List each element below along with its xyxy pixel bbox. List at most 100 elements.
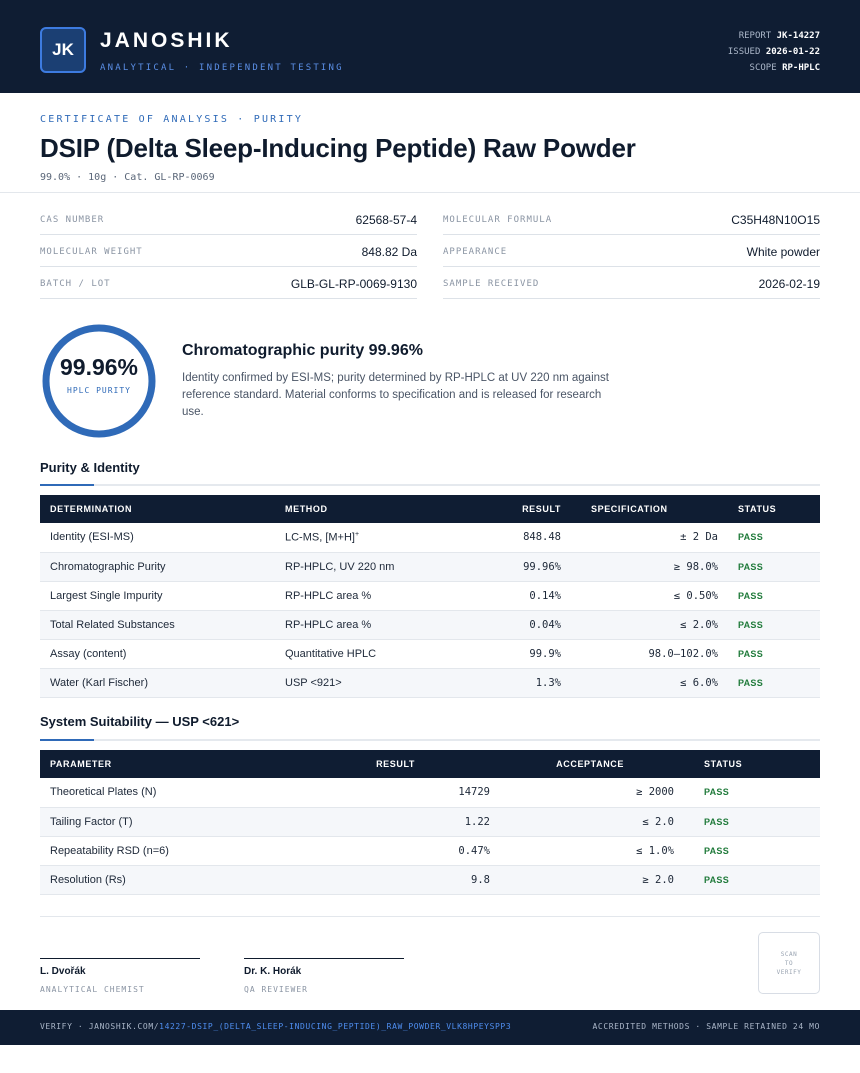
table-row: Repeatability RSD (n=6) 0.47% ≤ 1.0% PAS…	[40, 836, 820, 866]
determination-cell: Identity (ESI-MS)	[40, 523, 275, 553]
acceptance-cell: ≥ 2.0	[500, 865, 684, 895]
signature-analytical-chemist: L. Dvořák ANALYTICAL CHEMIST	[40, 958, 200, 994]
table-header-row: DETERMINATION METHOD RESULT SPECIFICATIO…	[40, 495, 820, 523]
table-header-row: PARAMETER RESULT ACCEPTANCE STATUS	[40, 750, 820, 778]
brand-logo: JK	[40, 27, 86, 73]
method-cell: RP-HPLC area %	[275, 581, 445, 611]
status-badge: PASS	[684, 836, 820, 866]
section-rule	[40, 484, 820, 486]
signature-qa-reviewer: Dr. K. Horák QA REVIEWER	[244, 958, 404, 994]
section-rule-accent	[40, 484, 94, 486]
info-sample-received: SAMPLE RECEIVED 2026-02-19	[443, 267, 820, 299]
status-badge: PASS	[728, 552, 820, 582]
result-cell: 9.8	[340, 865, 500, 895]
result-cell: 848.48	[445, 523, 571, 553]
qr-caption: SCAN TO VERIFY	[777, 950, 802, 977]
product-subtitle: 99.0% · 10g · Cat. GL-RP-0069	[40, 172, 215, 183]
acceptance-cell: ≥ 2000	[500, 778, 684, 808]
acceptance-cell: ≤ 1.0%	[500, 836, 684, 866]
table-row: Total Related Substances RP-HPLC area % …	[40, 610, 820, 640]
parameter-cell: Theoretical Plates (N)	[40, 778, 340, 808]
determination-cell: Chromatographic Purity	[40, 552, 275, 582]
determination-cell: Largest Single Impurity	[40, 581, 275, 611]
parameter-cell: Tailing Factor (T)	[40, 807, 340, 837]
qr-caption-line: VERIFY	[776, 968, 802, 976]
page-title: DSIP (Delta Sleep-Inducing Peptide) Raw …	[40, 133, 636, 163]
spec-cell: ≤ 0.50%	[571, 581, 728, 611]
verify-qr-code[interactable]: SCAN TO VERIFY	[758, 932, 820, 994]
info-label: CAS NUMBER	[40, 215, 105, 225]
footer-bar: VERIFY · JANOSHIK.COM/14227-DSIP_(DELTA_…	[0, 1010, 860, 1045]
scope-value: RP-HPLC	[782, 63, 820, 73]
summary-text: Identity confirmed by ESI-MS; purity det…	[182, 372, 609, 418]
result-cell: 1.22	[340, 807, 500, 837]
status-badge: PASS	[728, 610, 820, 640]
method-cell: RP-HPLC, UV 220 nm	[275, 552, 445, 582]
purity-section-title: Purity & Identity	[40, 460, 140, 475]
result-cell: 99.9%	[445, 639, 571, 669]
table-row: Resolution (Rs) 9.8 ≥ 2.0 PASS	[40, 865, 820, 895]
column-header: RESULT	[522, 504, 561, 514]
purity-gauge	[42, 324, 156, 438]
parameter-cell: Resolution (Rs)	[40, 865, 340, 895]
gauge-arc	[42, 324, 156, 438]
issued-line: ISSUED 2026-01-22	[728, 44, 820, 60]
report-meta: REPORT JK-14227 ISSUED 2026-01-22 SCOPE …	[728, 28, 820, 76]
determination-cell: Total Related Substances	[40, 610, 275, 640]
suitability-section-title: System Suitability — USP <621>	[40, 714, 240, 729]
info-batch-lot: BATCH / LOT GLB-GL-RP-0069-9130	[40, 267, 417, 299]
table-row: Identity (ESI-MS) LC-MS, [M+H]+ 848.48 ±…	[40, 523, 820, 553]
summary-heading: Chromatographic purity 99.96%	[182, 342, 423, 359]
table-row: Largest Single Impurity RP-HPLC area % 0…	[40, 581, 820, 611]
method-cell: RP-HPLC area %	[275, 610, 445, 640]
method-cell: USP <921>	[275, 668, 445, 698]
status-badge: PASS	[728, 639, 820, 669]
signer-name: L. Dvořák	[40, 966, 86, 977]
info-molecular-weight: MOLECULAR WEIGHT 848.82 Da	[40, 235, 417, 267]
table-row: Assay (content) Quantitative HPLC 99.9% …	[40, 639, 820, 669]
method-cell: Quantitative HPLC	[275, 639, 445, 669]
column-header: STATUS	[704, 759, 743, 769]
column-header: DETERMINATION	[50, 504, 133, 514]
report-id-label: REPORT	[738, 31, 772, 41]
info-label: SAMPLE RECEIVED	[443, 279, 540, 289]
verify-prefix: VERIFY · JANOSHIK.COM/	[40, 1022, 160, 1031]
status-badge: PASS	[684, 778, 820, 808]
brand-name: JANOSHIK	[100, 29, 233, 52]
parameter-cell: Repeatability RSD (n=6)	[40, 836, 340, 866]
result-cell: 14729	[340, 778, 500, 808]
spec-cell: ≤ 6.0%	[571, 668, 728, 698]
column-header: RESULT	[376, 759, 415, 769]
method-cell: LC-MS, [M+H]+	[275, 523, 445, 553]
determination-cell: Water (Karl Fischer)	[40, 668, 275, 698]
result-cell: 0.14%	[445, 581, 571, 611]
divider	[40, 916, 820, 917]
spec-cell: ± 2 Da	[571, 523, 728, 553]
verify-url[interactable]: 14227-DSIP_(DELTA_SLEEP-INDUCING_PEPTIDE…	[159, 1022, 512, 1031]
spec-cell: ≥ 98.0%	[571, 552, 728, 582]
acceptance-cell: ≤ 2.0	[500, 807, 684, 837]
info-label: MOLECULAR WEIGHT	[40, 247, 143, 257]
table-row: Water (Karl Fischer) USP <921> 1.3% ≤ 6.…	[40, 668, 820, 698]
footer-notes: ACCREDITED METHODS · SAMPLE RETAINED 24 …	[592, 1022, 820, 1031]
suitability-table: PARAMETER RESULT ACCEPTANCE STATUS Theor…	[40, 750, 820, 895]
scope-line: SCOPE RP-HPLC	[728, 60, 820, 76]
spec-cell: 98.0–102.0%	[571, 639, 728, 669]
spec-cell: ≤ 2.0%	[571, 610, 728, 640]
method-superscript: +	[354, 530, 360, 538]
signer-role: ANALYTICAL CHEMIST	[40, 985, 145, 994]
scope-label: SCOPE	[749, 63, 777, 73]
result-cell: 0.04%	[445, 610, 571, 640]
purity-table: DETERMINATION METHOD RESULT SPECIFICATIO…	[40, 495, 820, 698]
determination-cell: Assay (content)	[40, 639, 275, 669]
table-row: Chromatographic Purity RP-HPLC, UV 220 n…	[40, 552, 820, 582]
column-header: SPECIFICATION	[591, 504, 668, 514]
brand-tagline: ANALYTICAL · INDEPENDENT TESTING	[100, 63, 344, 73]
result-cell: 1.3%	[445, 668, 571, 698]
table-row: Theoretical Plates (N) 14729 ≥ 2000 PASS	[40, 778, 820, 808]
verify-link[interactable]: VERIFY · JANOSHIK.COM/14227-DSIP_(DELTA_…	[40, 1022, 511, 1031]
column-header: METHOD	[285, 504, 328, 514]
info-molecular-formula: MOLECULAR FORMULA C35H48N10O15	[443, 203, 820, 235]
result-cell: 0.47%	[340, 836, 500, 866]
issued-label: ISSUED	[727, 47, 761, 57]
